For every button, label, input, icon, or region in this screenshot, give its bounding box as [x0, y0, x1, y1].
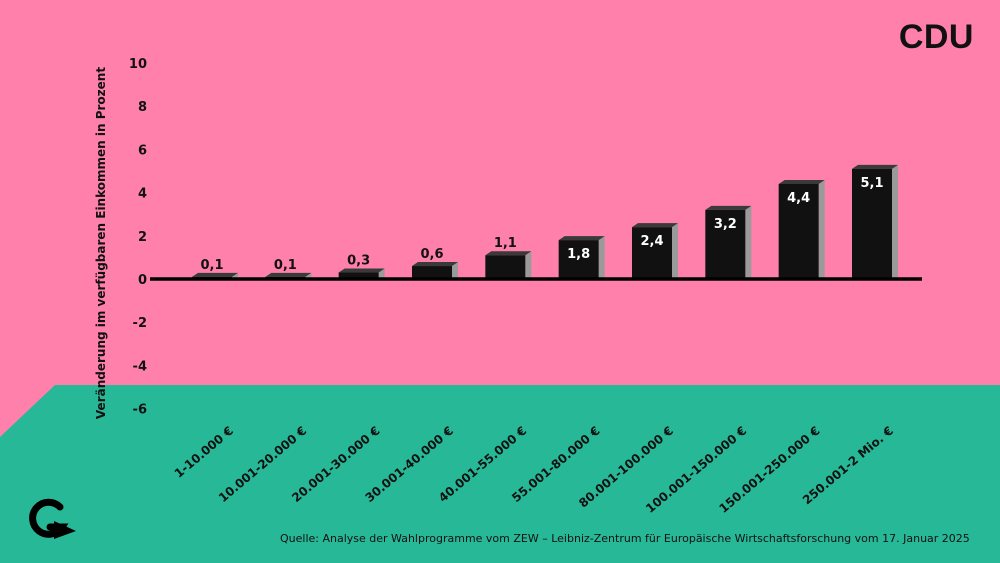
y-tick-label: 8	[138, 100, 147, 115]
bar-top	[412, 262, 458, 267]
bar-top	[778, 179, 825, 184]
y-tick-label: -6	[133, 403, 147, 418]
bar-side	[745, 205, 752, 279]
bar-top	[632, 223, 678, 228]
bar	[412, 266, 452, 279]
bar-side	[452, 262, 458, 279]
bar-side	[378, 268, 385, 279]
bar	[705, 209, 746, 279]
bar-value-label: 5,1	[860, 176, 883, 191]
bar-top	[705, 205, 752, 210]
bar-value-label: 0,3	[347, 254, 370, 269]
source-note: Quelle: Analyse der Wahlprogramme vom ZE…	[280, 532, 970, 545]
bar-value-label: 0,6	[420, 247, 443, 262]
bar-side	[892, 164, 898, 279]
bar-value-label: 1,1	[494, 236, 517, 251]
bar-top	[192, 272, 238, 277]
g-arrow-logo-icon	[29, 498, 76, 539]
bar-side	[598, 236, 605, 279]
y-tick-label: -4	[133, 359, 147, 374]
bar	[632, 227, 672, 279]
bar-value-label: 0,1	[200, 258, 223, 273]
y-axis-ticks: 10 8 6 4 2 0 -2 -4 -6	[129, 57, 147, 418]
y-tick-label: -2	[133, 316, 147, 331]
y-tick-label: 0	[138, 273, 147, 288]
bar-side	[525, 251, 532, 279]
y-tick-label: 4	[138, 187, 147, 202]
bar-value-label: 1,8	[567, 247, 590, 262]
bar	[485, 255, 526, 279]
y-tick-label: 10	[129, 57, 147, 72]
y-tick-label: 6	[138, 143, 147, 158]
bar	[778, 183, 819, 279]
bar	[338, 272, 379, 279]
bar-top	[265, 272, 312, 277]
bar-value-label: 2,4	[640, 234, 663, 249]
bar-value-label: 0,1	[274, 258, 297, 273]
y-axis-label: Veränderung im verfügbaren Einkommen in …	[94, 66, 108, 420]
bar-value-label: 4,4	[787, 191, 810, 206]
bar	[558, 240, 599, 279]
y-tick-label: 2	[138, 230, 147, 245]
background-green-floor	[0, 385, 1000, 563]
bar-top	[338, 268, 385, 273]
bar-value-label: 3,2	[714, 217, 737, 232]
bar-top	[852, 164, 898, 169]
bar	[852, 168, 892, 279]
bar-top	[485, 251, 532, 256]
bars-group: 0,1 0,1 0,3 0,6 1,1 1,8 2,4 3,2 4,4 5,1	[192, 164, 898, 279]
party-label: CDU	[898, 18, 974, 56]
bar-side	[818, 179, 825, 279]
bar-side	[672, 223, 678, 279]
bar-top	[558, 236, 605, 241]
